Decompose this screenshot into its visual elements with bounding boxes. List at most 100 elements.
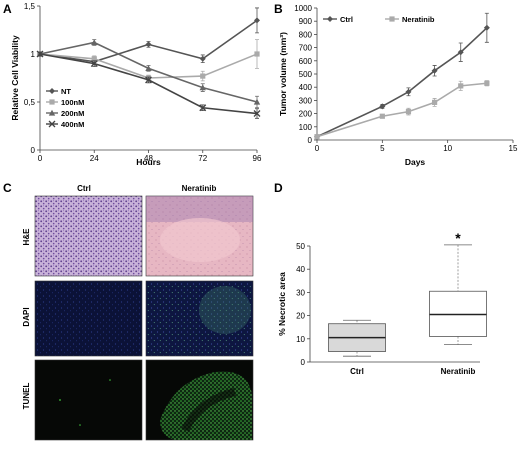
x-tick-label: 10 xyxy=(443,144,452,153)
panel-letter-b: B xyxy=(274,2,283,16)
legend-marker xyxy=(48,109,56,116)
x-tick-label: 0 xyxy=(38,154,43,163)
data-point xyxy=(253,98,261,105)
y-tick-label: 600 xyxy=(299,57,313,66)
data-point xyxy=(379,103,386,110)
data-point xyxy=(314,134,320,140)
data-point xyxy=(405,88,412,95)
series-line-Ctrl xyxy=(316,27,488,138)
legend-entry: 200nM xyxy=(61,109,84,118)
x-axis-label: Days xyxy=(405,157,426,167)
significance-marker: * xyxy=(455,230,461,246)
data-point xyxy=(405,109,412,115)
legend-marker xyxy=(327,16,333,22)
panel-letter-d: D xyxy=(274,181,283,195)
chart-cell-viability: 0 0,5 1 1,5 0 24 48 72 96 Hours Relative Cell Viab… xyxy=(10,2,262,167)
y-tick-label: 20 xyxy=(296,312,305,321)
micrograph-dapi-neratinib xyxy=(145,280,254,357)
data-point xyxy=(200,73,206,79)
x-tick-label: 48 xyxy=(144,154,153,163)
data-point xyxy=(91,56,97,62)
x-tick-label: 96 xyxy=(253,154,262,163)
data-point xyxy=(253,110,261,117)
category-label: Ctrl xyxy=(350,367,364,376)
legend-entry: Ctrl xyxy=(340,15,353,24)
y-tick-label: 1000 xyxy=(294,4,312,13)
data-point xyxy=(199,55,206,62)
micrograph-he-neratinib xyxy=(145,195,254,277)
y-axis-label: % Necrotic area xyxy=(277,272,287,336)
micrograph-tunel-neratinib xyxy=(145,359,254,441)
legend-marker xyxy=(49,99,55,105)
data-point xyxy=(484,80,490,86)
y-tick-label: 200 xyxy=(299,110,313,119)
x-tick-label: 24 xyxy=(90,154,99,163)
y-tick-label: 700 xyxy=(299,44,313,53)
legend-entry: 400nM xyxy=(61,120,84,129)
data-point xyxy=(432,99,438,105)
y-tick-label: 100 xyxy=(299,123,313,132)
category-label: Neratinib xyxy=(441,367,476,376)
data-point xyxy=(254,51,260,57)
data-point xyxy=(483,24,490,31)
y-tick-label: 500 xyxy=(299,70,313,79)
data-point xyxy=(379,113,385,119)
data-point xyxy=(91,39,98,46)
y-axis-label: Relative Cell Viability xyxy=(10,35,20,121)
data-point xyxy=(199,84,206,91)
micrograph-he-ctrl xyxy=(34,195,143,277)
data-point xyxy=(145,65,152,71)
panel-letter-a: A xyxy=(3,2,12,16)
data-point xyxy=(458,83,464,89)
col-label-neratinib: Neratinib xyxy=(182,184,217,193)
y-tick-label: 0 xyxy=(308,136,313,145)
data-point xyxy=(457,49,464,56)
x-tick-label: 15 xyxy=(509,144,518,153)
chart-tumor-volume: 0 100 200 300 400 500 600 700 800 900 1000 0 5 10 15 Da… xyxy=(278,4,518,167)
series-line-Neratinib xyxy=(316,82,487,138)
x-axis-label: Hours xyxy=(136,157,161,167)
x-tick-label: 5 xyxy=(380,144,385,153)
row-label-he: H&E xyxy=(22,228,31,246)
data-point xyxy=(199,104,207,112)
x-tick-label: 0 xyxy=(315,144,320,153)
y-tick-label: 0,5 xyxy=(24,98,36,107)
y-tick-label: 0 xyxy=(31,146,36,155)
data-point xyxy=(145,41,152,48)
y-tick-label: 1,5 xyxy=(24,2,36,11)
y-tick-label: 40 xyxy=(296,265,305,274)
legend-marker xyxy=(49,88,55,94)
y-tick-label: 0 xyxy=(301,358,306,367)
row-label-tunel: TUNEL xyxy=(22,383,31,410)
legend-marker xyxy=(389,16,395,22)
y-tick-label: 800 xyxy=(299,30,313,39)
y-tick-label: 50 xyxy=(296,242,305,251)
legend-entry: NT xyxy=(61,87,71,96)
data-point xyxy=(254,17,260,24)
y-tick-label: 30 xyxy=(296,288,305,297)
y-tick-label: 300 xyxy=(299,96,313,105)
micrograph-grid: Ctrl Neratinib H&E DAPI TUNEL xyxy=(22,184,254,441)
data-point xyxy=(90,60,98,68)
series-line-200nM xyxy=(39,41,258,103)
data-point xyxy=(145,76,152,84)
legend-marker xyxy=(48,120,56,128)
y-tick-label: 1 xyxy=(31,50,36,59)
data-point xyxy=(36,50,44,58)
x-tick-label: 72 xyxy=(198,154,207,163)
y-tick-label: 900 xyxy=(299,17,313,26)
micrograph-dapi-ctrl xyxy=(34,280,143,357)
legend-entry: Neratinib xyxy=(402,15,435,24)
y-tick-label: 400 xyxy=(299,83,313,92)
legend-entry: 100nM xyxy=(61,98,84,107)
col-label-ctrl: Ctrl xyxy=(77,184,91,193)
y-axis-label: Tumor volume (mm³) xyxy=(278,32,288,116)
panel-letter-c: C xyxy=(3,181,12,195)
data-point xyxy=(431,67,438,74)
chart-necrotic-area: 0 10 20 30 40 50 % Necrotic area Ctrl Neratinib * xyxy=(277,230,487,376)
row-label-dapi: DAPI xyxy=(22,307,31,326)
micrograph-tunel-ctrl xyxy=(34,359,143,441)
series-line-NT xyxy=(39,19,258,63)
y-tick-label: 10 xyxy=(296,335,305,344)
